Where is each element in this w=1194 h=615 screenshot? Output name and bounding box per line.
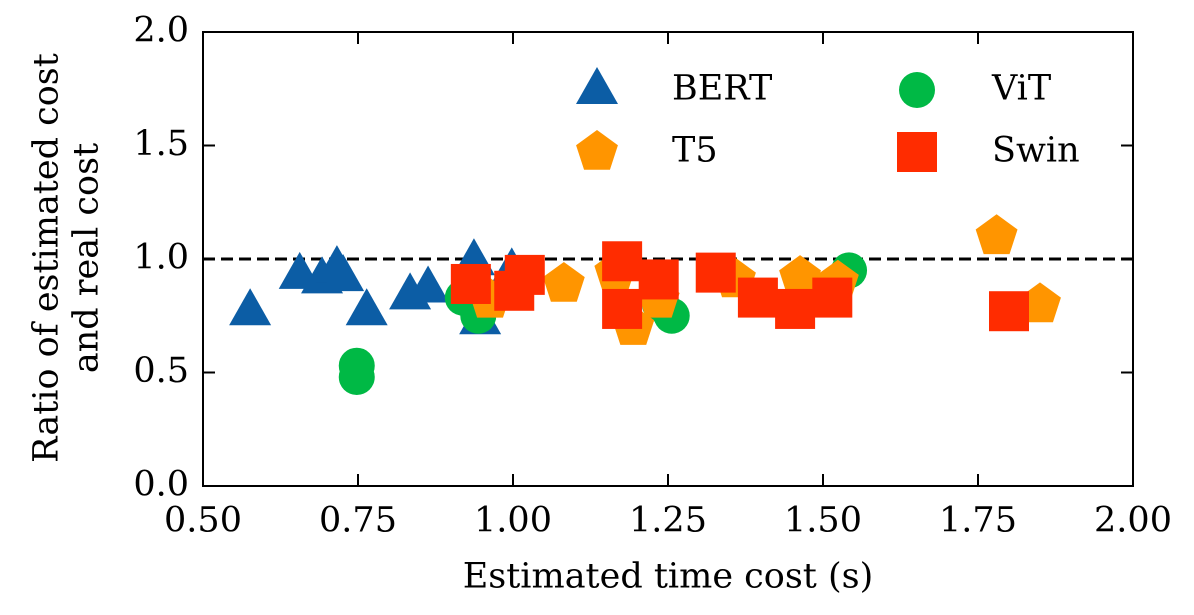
point [322,254,365,292]
y-axis-label: Ratio of estimated cost and real cost [27,53,107,463]
y-axis-label-line: and real cost [67,143,107,373]
x-tick-label: 1.75 [939,501,1017,541]
point [812,277,853,318]
point [989,291,1029,332]
plot-frame [202,31,1134,487]
x-tick-label: 0.75 [319,501,397,541]
y-tick-label: 0.5 [133,351,189,391]
point [779,255,821,295]
point [504,254,545,295]
point [737,277,778,318]
point [602,288,643,329]
y-tick-label: 0.0 [133,465,189,505]
point [450,263,491,304]
x-tick-label: 1.50 [784,501,862,541]
legend-label: BERT [672,69,772,109]
y-tick-label: 1.5 [133,124,189,164]
point [542,261,585,302]
point [338,359,375,396]
point [775,288,816,329]
legend-label: ViT [991,69,1051,109]
point [345,288,388,326]
point [695,252,736,293]
x-tick-label: 0.50 [164,501,242,541]
y-tick-label: 1.0 [133,238,189,278]
legend-marker [899,72,935,108]
legend-marker [576,130,618,170]
y-tick-label: 2.0 [133,11,189,51]
legend-marker [576,67,618,104]
legend-marker [897,132,937,172]
point [975,214,1018,255]
x-tick-label: 1.25 [629,501,707,541]
point [407,265,450,303]
point [602,241,643,282]
legend-label: T5 [672,131,718,171]
x-axis-label: Estimated time cost (s) [463,557,874,597]
y-axis-label-line: Ratio of estimated cost [27,53,67,463]
legend-label: Swin [992,131,1080,171]
point [1019,282,1061,323]
x-tick-label: 2.00 [1094,501,1172,541]
point [229,288,272,326]
x-tick-label: 1.00 [474,501,552,541]
point [638,259,679,300]
